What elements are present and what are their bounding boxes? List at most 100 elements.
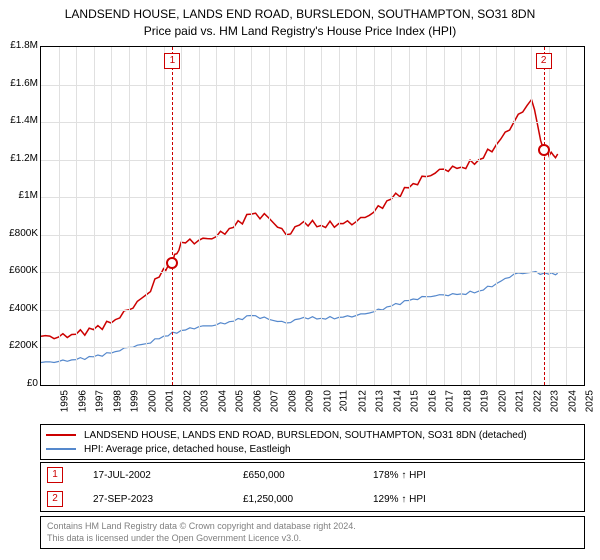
gridline-h bbox=[41, 235, 584, 236]
x-axis-label: 2013 bbox=[375, 390, 386, 412]
legend: LANDSEND HOUSE, LANDS END ROAD, BURSLEDO… bbox=[40, 424, 585, 460]
gridline-v bbox=[339, 47, 340, 385]
transaction-price: £1,250,000 bbox=[243, 494, 373, 505]
gridline-v bbox=[514, 47, 515, 385]
gridline-v bbox=[181, 47, 182, 385]
legend-swatch bbox=[46, 434, 76, 436]
gridline-v bbox=[321, 47, 322, 385]
legend-label: HPI: Average price, detached house, East… bbox=[84, 444, 291, 455]
legend-item: HPI: Average price, detached house, East… bbox=[46, 442, 579, 456]
transaction-ratio: 129% ↑ HPI bbox=[373, 494, 584, 505]
marker-line-2 bbox=[544, 47, 545, 385]
x-axis-label: 2012 bbox=[357, 390, 368, 412]
x-axis-label: 2001 bbox=[164, 390, 175, 412]
chart-container: LANDSEND HOUSE, LANDS END ROAD, BURSLEDO… bbox=[0, 0, 600, 560]
y-axis-label: £0 bbox=[2, 378, 38, 389]
gridline-v bbox=[94, 47, 95, 385]
x-axis-label: 1996 bbox=[77, 390, 88, 412]
gridline-h bbox=[41, 122, 584, 123]
x-axis-label: 2016 bbox=[427, 390, 438, 412]
x-axis-label: 2008 bbox=[287, 390, 298, 412]
gridline-v bbox=[59, 47, 60, 385]
legend-swatch bbox=[46, 448, 76, 450]
attribution-line-2: This data is licensed under the Open Gov… bbox=[47, 533, 578, 545]
y-axis-label: £1.8M bbox=[2, 40, 38, 51]
gridline-v bbox=[129, 47, 130, 385]
x-axis-label: 2025 bbox=[585, 390, 596, 412]
x-axis-label: 2021 bbox=[515, 390, 526, 412]
transaction-marker: 1 bbox=[47, 467, 63, 483]
attribution-line-1: Contains HM Land Registry data © Crown c… bbox=[47, 521, 578, 533]
gridline-v bbox=[356, 47, 357, 385]
plot-area: 12 bbox=[40, 46, 585, 386]
marker-line-1 bbox=[172, 47, 173, 385]
chart-title: LANDSEND HOUSE, LANDS END ROAD, BURSLEDO… bbox=[0, 0, 600, 40]
gridline-v bbox=[444, 47, 445, 385]
x-axis-label: 2003 bbox=[199, 390, 210, 412]
x-axis-label: 2019 bbox=[480, 390, 491, 412]
x-axis-label: 2009 bbox=[304, 390, 315, 412]
gridline-v bbox=[146, 47, 147, 385]
gridline-v bbox=[549, 47, 550, 385]
x-axis-label: 2002 bbox=[182, 390, 193, 412]
gridline-v bbox=[199, 47, 200, 385]
marker-badge-2: 2 bbox=[536, 53, 552, 69]
gridline-v bbox=[234, 47, 235, 385]
transaction-row: 2 27-SEP-2023£1,250,000129% ↑ HPI bbox=[41, 487, 584, 511]
y-axis-label: £1.6M bbox=[2, 78, 38, 89]
x-axis-label: 2015 bbox=[410, 390, 421, 412]
x-axis-label: 2006 bbox=[252, 390, 263, 412]
title-line-2: Price paid vs. HM Land Registry's House … bbox=[0, 23, 600, 40]
gridline-h bbox=[41, 347, 584, 348]
x-axis-label: 2011 bbox=[339, 390, 350, 412]
legend-label: LANDSEND HOUSE, LANDS END ROAD, BURSLEDO… bbox=[84, 430, 527, 441]
transaction-date: 17-JUL-2002 bbox=[93, 470, 243, 481]
gridline-v bbox=[216, 47, 217, 385]
gridline-v bbox=[111, 47, 112, 385]
transaction-ratio: 178% ↑ HPI bbox=[373, 470, 584, 481]
x-axis-label: 2020 bbox=[497, 390, 508, 412]
x-axis-label: 2014 bbox=[392, 390, 403, 412]
x-axis-label: 2022 bbox=[532, 390, 543, 412]
gridline-v bbox=[426, 47, 427, 385]
x-axis-label: 2018 bbox=[462, 390, 473, 412]
gridline-h bbox=[41, 160, 584, 161]
transaction-marker: 2 bbox=[47, 491, 63, 507]
y-axis-label: £1.4M bbox=[2, 115, 38, 126]
line-layer bbox=[41, 47, 584, 385]
gridline-v bbox=[164, 47, 165, 385]
transaction-price: £650,000 bbox=[243, 470, 373, 481]
transaction-row: 1 17-JUL-2002£650,000178% ↑ HPI bbox=[41, 463, 584, 487]
gridline-v bbox=[374, 47, 375, 385]
x-axis-label: 2007 bbox=[269, 390, 280, 412]
y-axis-label: £400K bbox=[2, 303, 38, 314]
x-axis-label: 1997 bbox=[94, 390, 105, 412]
gridline-v bbox=[304, 47, 305, 385]
gridline-v bbox=[391, 47, 392, 385]
gridline-v bbox=[566, 47, 567, 385]
y-axis-label: £600K bbox=[2, 265, 38, 276]
x-axis-label: 1998 bbox=[112, 390, 123, 412]
x-axis-label: 2024 bbox=[567, 390, 578, 412]
attribution: Contains HM Land Registry data © Crown c… bbox=[40, 516, 585, 549]
y-axis-label: £1.2M bbox=[2, 153, 38, 164]
gridline-v bbox=[269, 47, 270, 385]
y-axis-label: £1M bbox=[2, 190, 38, 201]
x-axis-label: 2000 bbox=[147, 390, 158, 412]
x-axis-label: 2005 bbox=[234, 390, 245, 412]
gridline-h bbox=[41, 85, 584, 86]
series-line-property bbox=[41, 100, 558, 339]
marker-dot-2 bbox=[538, 144, 550, 156]
title-line-1: LANDSEND HOUSE, LANDS END ROAD, BURSLEDO… bbox=[0, 6, 600, 23]
gridline-v bbox=[409, 47, 410, 385]
x-axis-label: 2017 bbox=[445, 390, 456, 412]
gridline-h bbox=[41, 197, 584, 198]
marker-dot-1 bbox=[166, 257, 178, 269]
transaction-date: 27-SEP-2023 bbox=[93, 494, 243, 505]
gridline-v bbox=[496, 47, 497, 385]
gridline-v bbox=[251, 47, 252, 385]
transactions-table: 1 17-JUL-2002£650,000178% ↑ HPI 2 27-SEP-20… bbox=[40, 462, 585, 512]
y-axis-label: £200K bbox=[2, 340, 38, 351]
gridline-v bbox=[461, 47, 462, 385]
gridline-h bbox=[41, 310, 584, 311]
